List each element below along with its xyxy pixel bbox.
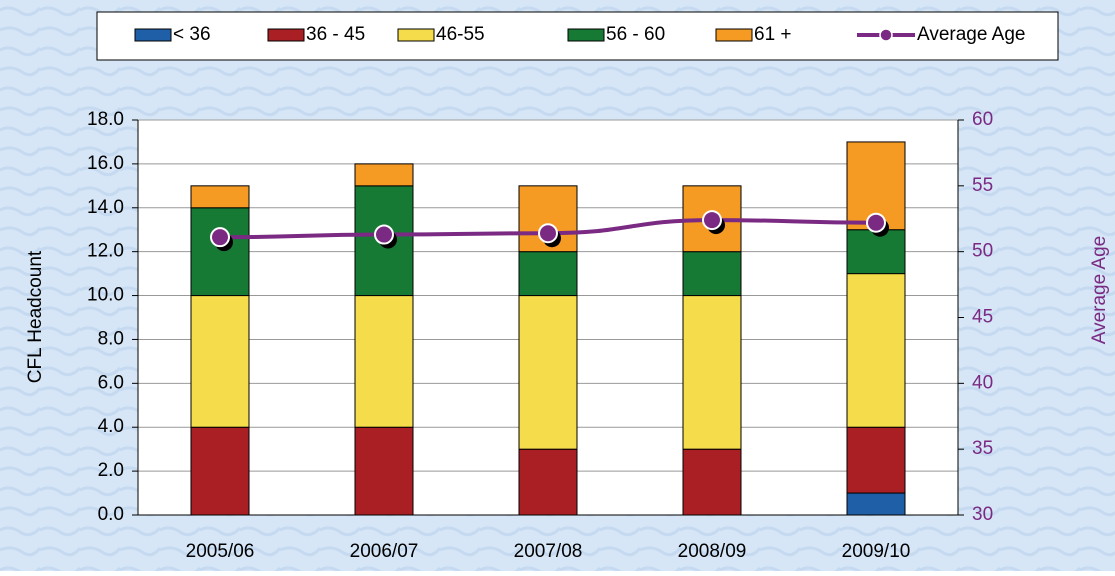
bar-segment (190, 426, 250, 516)
marker (702, 210, 722, 231)
y2-tick-label: 40 (972, 372, 993, 393)
legend-label: Average Age (917, 24, 1025, 45)
bar-segment (190, 295, 250, 428)
bar-segment (846, 229, 906, 275)
y-tick-label: 2.0 (98, 460, 124, 481)
x-tick-label: 2007/08 (514, 541, 583, 562)
y2-tick-label: 50 (972, 241, 993, 262)
bar-segment (518, 295, 578, 450)
bar-segment (354, 426, 414, 516)
y2-tick-label: 45 (972, 307, 993, 328)
marker (210, 227, 230, 248)
bar-segment (518, 251, 578, 297)
legend-label: < 36 (173, 24, 211, 45)
y2-axis-label: Average Age (1089, 236, 1110, 344)
legend-label: 36 - 45 (306, 24, 365, 45)
y2-tick-label: 55 (972, 175, 993, 196)
bar-segment (354, 295, 414, 428)
bar-segment (354, 163, 414, 187)
bar-segment (846, 273, 906, 428)
bar-segment (846, 426, 906, 494)
bar-segment (846, 492, 906, 516)
y2-tick-label: 35 (972, 438, 993, 459)
marker (374, 224, 394, 245)
legend-label: 46-55 (436, 24, 485, 45)
x-tick-label: 2009/10 (842, 541, 911, 562)
bar-segment (682, 251, 742, 297)
legend-swatch (567, 28, 605, 42)
marker (538, 223, 558, 244)
y-tick-label: 10.0 (87, 285, 124, 306)
legend-marker (879, 28, 893, 42)
marker (866, 212, 886, 233)
legend-swatch (267, 28, 305, 42)
bar-segment (682, 448, 742, 516)
x-tick-label: 2008/09 (678, 541, 747, 562)
y-tick-label: 4.0 (98, 416, 124, 437)
y-tick-label: 0.0 (98, 504, 124, 525)
y2-tick-label: 60 (972, 109, 993, 130)
bar-segment (190, 207, 250, 297)
x-tick-label: 2006/07 (350, 541, 419, 562)
bar-segment (190, 185, 250, 209)
legend-swatch (397, 28, 435, 42)
legend-label: 56 - 60 (606, 24, 665, 45)
bar-segment (518, 448, 578, 516)
y-axis-label: CFL Headcount (25, 250, 46, 383)
y-tick-label: 14.0 (87, 197, 124, 218)
legend-swatch (134, 28, 172, 42)
y-tick-label: 6.0 (98, 372, 124, 393)
y-tick-label: 16.0 (87, 153, 124, 174)
y2-tick-label: 30 (972, 504, 993, 525)
legend-label: 61 + (754, 24, 792, 45)
legend-swatch (715, 28, 753, 42)
y-tick-label: 12.0 (87, 241, 124, 262)
y-tick-label: 8.0 (98, 328, 124, 349)
bar-segment (682, 295, 742, 450)
y-tick-label: 18.0 (87, 109, 124, 130)
x-tick-label: 2005/06 (186, 541, 255, 562)
